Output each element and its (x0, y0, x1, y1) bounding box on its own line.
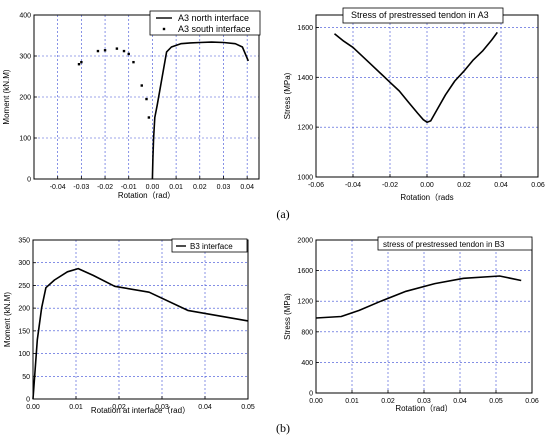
x-tick-label: 0.02 (193, 184, 207, 191)
x-tick-label: 0.03 (417, 398, 431, 405)
x-tick-label: 0.04 (453, 398, 467, 405)
x-tick-label: 0.04 (494, 182, 508, 189)
y-axis-label: Moment (kN.M) (3, 292, 12, 347)
x-tick-label: -0.06 (308, 182, 324, 189)
legend-box (149, 10, 261, 36)
y-tick-label: 1600 (297, 268, 313, 275)
y-tick-label: 1200 (297, 125, 313, 132)
data-point (115, 47, 119, 50)
x-tick-label: 0.02 (457, 182, 471, 189)
x-tick-label: -0.01 (121, 184, 137, 191)
legend-label: A3 north interface (178, 13, 249, 23)
legend-marker (162, 27, 166, 31)
x-axis-label: Rotation（rad） (395, 404, 452, 413)
y-tick-label: 50 (22, 374, 30, 381)
data-point (147, 116, 151, 119)
series-line (32, 267, 249, 400)
y-tick-label: 250 (18, 283, 30, 290)
data-point (96, 49, 100, 53)
y-tick-label: 300 (19, 54, 31, 61)
chart-1: -0.04 -0.03 -0.02 -0.01 0.00 0.01 0.02 0.03 0.04… (2, 10, 261, 200)
y-axis-label: Stress (MPa) (283, 72, 292, 119)
y-tick-label: 800 (301, 329, 313, 336)
x-tick-label: 0.01 (169, 184, 183, 191)
x-tick-label: 0.06 (525, 398, 539, 405)
y-tick-label: 400 (19, 13, 31, 20)
x-tick-label: 0.02 (381, 398, 395, 405)
x-tick-label: 0.00 (146, 184, 160, 191)
x-tick-label: 0.02 (112, 404, 126, 411)
x-tick-label: -0.03 (73, 184, 89, 191)
y-tick-label: 200 (18, 306, 30, 313)
x-tick-label: 0.03 (217, 184, 231, 191)
y-tick-label: 200 (19, 95, 31, 102)
y-tick-label: 1200 (297, 299, 313, 306)
y-axis-label: Moment (kN.M) (2, 69, 11, 124)
y-tick-label: 2000 (297, 238, 313, 245)
x-axis-label: Rotation（rad） (118, 191, 175, 200)
y-tick-label: 0 (27, 177, 31, 184)
panel-label-b: (b) (276, 421, 290, 435)
data-point (127, 52, 130, 56)
x-axis-label: Rotation（rads (400, 193, 453, 202)
data-point (140, 84, 143, 87)
chart-2: -0.06 -0.04 -0.02 0.00 0.02 0.04 0.06 1000 1200 1… (283, 7, 545, 202)
y-tick-label: 1000 (297, 175, 313, 182)
data-point (80, 60, 83, 64)
x-tick-label: -0.02 (97, 184, 113, 191)
x-tick-label: -0.02 (382, 182, 398, 189)
x-axis-label: Rotation at interface（rad） (91, 406, 190, 415)
x-tick-label: 0.00 (26, 404, 40, 411)
panel-label-a: (a) (276, 207, 289, 221)
x-tick-label: -0.04 (50, 184, 66, 191)
data-point (145, 97, 148, 101)
series-line (151, 41, 250, 180)
legend-label: B3 interface (190, 242, 233, 251)
legend-box (342, 7, 504, 24)
y-tick-label: 350 (18, 238, 30, 245)
y-tick-label: 1400 (297, 75, 313, 82)
legend-label: Stress of prestressed tendon in A3 (351, 10, 489, 20)
x-tick-label: -0.04 (345, 182, 361, 189)
y-axis-label: Stress (MPa) (283, 293, 292, 340)
x-tick-label: 0.04 (198, 404, 212, 411)
x-tick-label: 0.06 (531, 182, 545, 189)
legend-label: stress of prestressed tendon in B3 (383, 240, 505, 249)
y-tick-label: 0 (26, 397, 30, 404)
x-tick-label: 0.05 (241, 404, 255, 411)
chart-3: 0.00 0.01 0.02 0.03 0.04 0.05 0 50 100 150 200 250 3… (3, 238, 255, 416)
data-point (103, 49, 107, 52)
y-tick-label: 400 (301, 360, 313, 367)
x-tick-label: 0.03 (155, 404, 169, 411)
x-tick-label: 0.00 (309, 398, 323, 405)
legend-box (377, 236, 533, 251)
series-line (333, 31, 498, 123)
y-tick-label: 1600 (297, 25, 313, 32)
y-tick-label: 300 (18, 260, 30, 267)
legend-box (171, 238, 248, 253)
y-tick-label: 150 (18, 328, 30, 335)
x-tick-label: 0.01 (69, 404, 83, 411)
x-tick-label: 0.01 (345, 398, 359, 405)
chart-4: 0.00 0.01 0.02 0.03 0.04 0.05 0.06 0 400 800 1200 1… (283, 236, 539, 413)
data-point (122, 49, 126, 53)
x-tick-label: 0.04 (240, 184, 254, 191)
y-tick-label: 100 (18, 351, 30, 358)
x-tick-label: 0.05 (489, 398, 503, 405)
x-tick-label: 0.00 (420, 182, 434, 189)
legend-label: A3 south interface (178, 24, 251, 34)
data-point (132, 60, 135, 64)
data-point (77, 63, 81, 66)
plot-frame (32, 239, 249, 400)
series-line (315, 275, 522, 319)
y-tick-label: 100 (19, 136, 31, 143)
y-tick-label: 0 (309, 391, 313, 398)
